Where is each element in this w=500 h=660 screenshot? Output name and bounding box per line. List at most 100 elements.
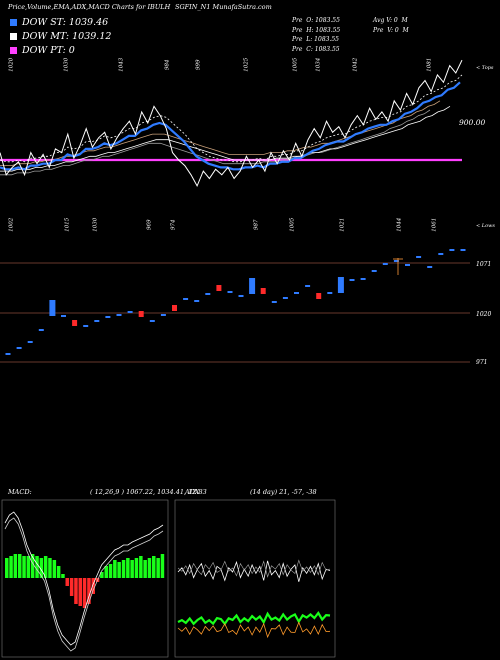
candle (327, 292, 333, 294)
candle-panel (0, 249, 470, 363)
candle (38, 329, 44, 331)
legend-label: DOW MT: 1039.12 (22, 31, 112, 42)
macd-signal-line (4, 517, 164, 652)
macd-histogram-bar (130, 560, 134, 578)
macd-histogram-bar (35, 556, 39, 578)
macd-histogram-bar (108, 564, 113, 578)
candle (382, 263, 388, 265)
macd-histogram-bar (104, 566, 108, 578)
candle (149, 320, 155, 322)
macd-histogram-bar (139, 556, 143, 578)
candle (282, 297, 288, 299)
legend-dow-pt: DOW PT: 0 (10, 45, 75, 56)
tops-label: < Tops (476, 65, 494, 71)
candle (138, 311, 144, 317)
macd-histogram-bar (18, 554, 22, 578)
candle (249, 278, 256, 294)
macd-histogram-bar (156, 558, 160, 578)
candle (460, 249, 466, 251)
macd-line (4, 511, 164, 646)
candle-axis-label: 1020 (476, 311, 492, 318)
macd-histogram-bar (152, 556, 156, 578)
macd-histogram-bar (113, 560, 117, 578)
macd-histogram-bar (117, 562, 121, 578)
candle (116, 314, 122, 316)
candle (72, 320, 78, 326)
adx-plus-di-line (177, 611, 331, 626)
chart-title: Price,Volume,EMA,ADX,MACD Charts for IBU… (8, 3, 171, 11)
candle (216, 285, 222, 291)
macd-histogram-bar (100, 572, 104, 578)
macd-histogram-bar (134, 558, 139, 578)
candle (127, 311, 133, 313)
candle (94, 320, 100, 322)
macd-histogram-bar (5, 558, 9, 578)
candle-axis-label: 971 (476, 359, 488, 366)
candle (105, 316, 111, 318)
price-panel (0, 59, 463, 188)
candle (205, 293, 211, 295)
adx-panel (174, 499, 336, 658)
candle (416, 256, 422, 258)
candle (427, 266, 433, 268)
candle (449, 249, 455, 251)
macd-histogram-bar (126, 558, 130, 578)
candle (49, 300, 56, 316)
adx-line-grey (177, 559, 331, 578)
dow-st-line (0, 81, 461, 171)
macd-histogram-bar (160, 554, 165, 578)
candle (349, 279, 355, 281)
macd-histogram-bar (147, 558, 152, 578)
candle (316, 293, 322, 299)
macd-histogram-bar (91, 578, 95, 594)
macd-histogram-bar (39, 558, 44, 578)
macd-histogram-bar (43, 556, 48, 578)
macd-histogram-bar (65, 578, 69, 586)
macd-histogram-bar (143, 560, 147, 578)
legend-swatch-magenta (10, 47, 17, 54)
macd-histogram-bar (22, 556, 26, 578)
macd-params: ( 12,26,9 ) 1067.22, 1034.41, 12.83 (90, 488, 207, 496)
macd-label: MACD: (8, 488, 32, 496)
legend-dow-mt: DOW MT: 1039.12 (10, 31, 111, 42)
price-last-label: 900.00 (459, 118, 486, 127)
macd-panel (1, 499, 169, 658)
candle (294, 292, 299, 294)
candle (5, 353, 11, 355)
price-line (0, 59, 463, 188)
macd-histogram-bar (82, 578, 87, 608)
candle (183, 298, 189, 300)
candle (16, 347, 22, 349)
macd-histogram-bar (30, 554, 35, 578)
macd-histogram-bar (87, 578, 91, 604)
macd-histogram-bar (56, 566, 61, 578)
macd-histogram-bar (69, 578, 74, 596)
volume-values: Avg V: 0 M Pre V: 0 M (373, 17, 409, 34)
candle (337, 277, 344, 293)
adx-minus-di-line (177, 621, 331, 639)
candle (260, 288, 266, 294)
macd-histogram-bar (26, 556, 31, 578)
macd-histogram-bar (78, 578, 82, 606)
candle (271, 301, 277, 303)
candle-axis-label: 1071 (476, 261, 492, 268)
candle (227, 291, 233, 293)
macd-histogram-bar (74, 578, 78, 604)
candle (360, 278, 366, 280)
ohlc-values: Pre O: 1083.55 Pre H: 1083.55 Pre L: 108… (292, 17, 341, 53)
macd-histogram-bar (13, 554, 18, 578)
candle (371, 270, 377, 272)
candle (393, 260, 399, 262)
macd-histogram-bar (61, 574, 65, 578)
candle (405, 264, 410, 266)
candle (83, 325, 89, 327)
adx-label: ADX (185, 488, 200, 496)
legend-label: DOW ST: 1039.46 (22, 17, 109, 28)
adx-params: (14 day) 21, -57, -38 (250, 488, 317, 496)
legend-label: DOW PT: 0 (22, 45, 75, 56)
macd-histogram-bar (52, 560, 57, 578)
lows-label: < Lows (476, 223, 495, 229)
candle (27, 341, 33, 343)
candle (238, 295, 244, 297)
